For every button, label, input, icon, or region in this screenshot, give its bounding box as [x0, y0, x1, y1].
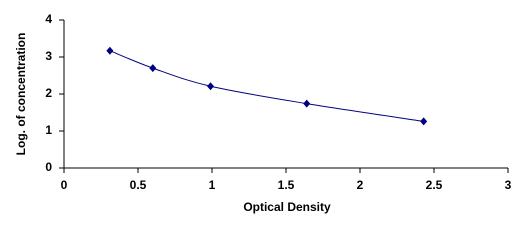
x-tick-label: 0.5	[130, 178, 147, 192]
x-tick-label: 2.5	[426, 178, 443, 192]
x-tick-label: 0	[61, 178, 68, 192]
y-axis-title: Log. of concentration	[14, 33, 28, 156]
y-tick-label: 3	[45, 49, 52, 63]
x-tick-label: 1	[209, 178, 216, 192]
chart: Optical Density Log. of concentration 0 1…	[14, 12, 512, 214]
y-tick-label: 2	[45, 86, 52, 100]
y-tick-label: 0	[45, 160, 52, 174]
x-tick-label: 3	[505, 178, 512, 192]
marker	[303, 99, 311, 108]
marker	[106, 46, 114, 55]
y-tick-label: 1	[45, 123, 52, 137]
x-tick-label: 2	[357, 178, 364, 192]
y-tick-label: 4	[45, 12, 52, 26]
marker	[207, 82, 215, 91]
marker	[149, 64, 157, 73]
marker	[420, 117, 428, 126]
line	[109, 50, 424, 122]
x-axis-title: Optical Density	[243, 200, 331, 214]
x-tick-label: 1.5	[278, 178, 295, 192]
